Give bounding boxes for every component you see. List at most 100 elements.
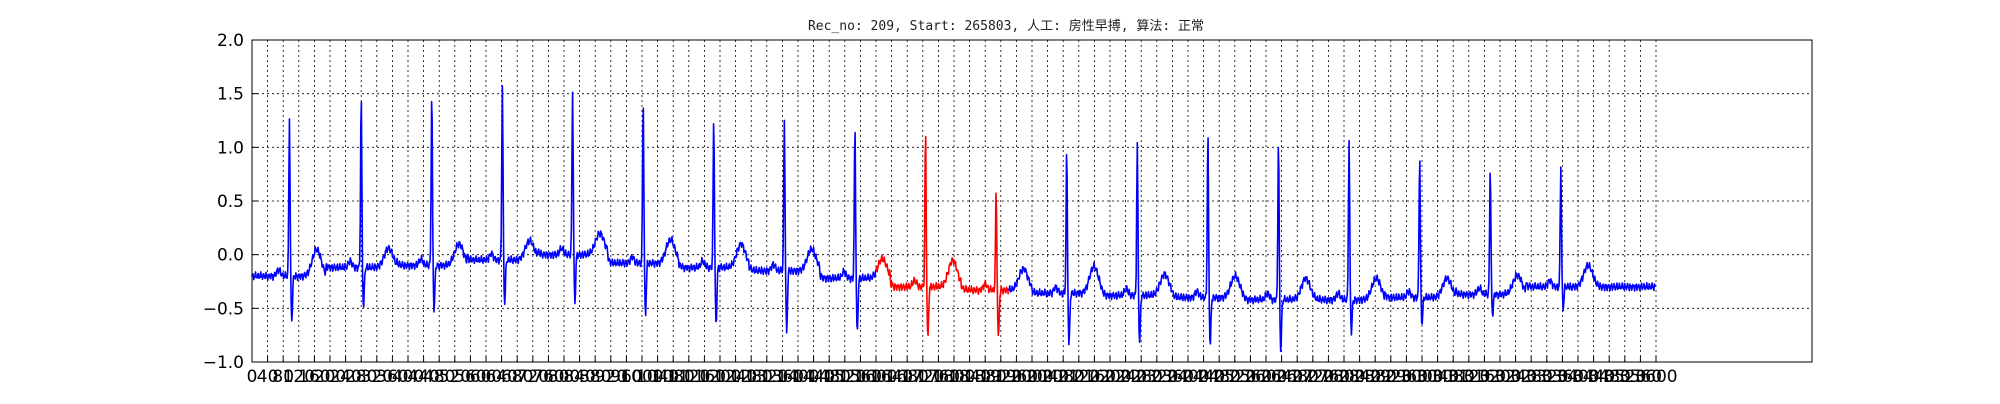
x-tick-label: 1480 <box>808 367 851 387</box>
x-tick-label: 1920 <box>979 367 1022 387</box>
x-tick-label: 3560 <box>1619 367 1662 387</box>
x-tick-label: 3120 <box>1447 367 1490 387</box>
x-tick-label: 920 <box>595 367 627 387</box>
x-tick-label: 2040 <box>1026 367 1069 387</box>
y-tick-label: 1.5 <box>217 85 244 105</box>
x-tick-label: 3440 <box>1572 367 1615 387</box>
x-tick-label: 2960 <box>1385 367 1428 387</box>
x-tick-label: 2600 <box>1244 367 1287 387</box>
x-tick-label: 1600 <box>854 367 897 387</box>
grid-layer <box>251 39 1812 363</box>
x-tick-label: 2360 <box>1151 367 1194 387</box>
ecg-series-2 <box>875 135 1010 337</box>
x-tick-label: 840 <box>563 367 595 387</box>
y-tick-label: 1.0 <box>217 138 244 158</box>
x-tick-label: 1360 <box>761 367 804 387</box>
x-tick-label: 80 <box>272 367 294 387</box>
x-tick-label: 2760 <box>1307 367 1350 387</box>
x-tick-label: 3480 <box>1588 367 1631 387</box>
x-tick-label: 2920 <box>1369 367 1412 387</box>
x-tick-label: 2520 <box>1213 367 1256 387</box>
x-tick-label: 1400 <box>776 367 819 387</box>
x-tick-label: 2640 <box>1260 367 1303 387</box>
x-tick-label: 120 <box>283 367 315 387</box>
x-tick-label: 3080 <box>1432 367 1475 387</box>
series-layer <box>251 85 1657 352</box>
x-tick-label: 3240 <box>1494 367 1537 387</box>
x-tick-label: 2200 <box>1088 367 1131 387</box>
y-tick-label: 0.5 <box>217 192 244 212</box>
x-tick-label: 880 <box>579 367 611 387</box>
x-tick-label: 1840 <box>948 367 991 387</box>
x-tick-label: 1080 <box>652 367 695 387</box>
x-tick-label: 2560 <box>1229 367 1272 387</box>
x-tick-label: 1040 <box>636 367 679 387</box>
x-tick-label: 2120 <box>1057 367 1100 387</box>
x-tick-label: 1160 <box>683 367 726 387</box>
x-tick-label: 2440 <box>1182 367 1225 387</box>
x-tick-label: 440 <box>407 367 439 387</box>
x-tick-label: 2400 <box>1166 367 1209 387</box>
x-tick-label: 2160 <box>1073 367 1116 387</box>
ecg-series-1 <box>251 85 877 334</box>
x-tick-label: 2720 <box>1291 367 1334 387</box>
y-tick-label: 0.0 <box>217 246 244 266</box>
x-tick-label: 1520 <box>823 367 866 387</box>
x-tick-label: 3520 <box>1603 367 1646 387</box>
y-tick-labels: −1.0 −0.5 0.0 0.5 1.0 1.5 2.0 <box>203 31 244 373</box>
x-tick-label: 1760 <box>917 367 960 387</box>
x-tick-label: 760 <box>532 367 564 387</box>
x-tick-label: 2800 <box>1322 367 1365 387</box>
x-tick-label: 1000 <box>620 367 663 387</box>
x-tick-label: 3160 <box>1463 367 1506 387</box>
x-tick-label: 1320 <box>745 367 788 387</box>
x-tick-label: 3600 <box>1634 367 1677 387</box>
x-tick-label: 1640 <box>870 367 913 387</box>
x-tick-label: 960 <box>610 367 642 387</box>
plot-frame <box>251 39 1813 363</box>
y-tick-label: 2.0 <box>217 31 244 51</box>
x-tick-label: 360 <box>376 367 408 387</box>
x-tick-label: 2680 <box>1276 367 1319 387</box>
x-tick-label: 3280 <box>1510 367 1553 387</box>
x-tick-label: 40 <box>257 367 279 387</box>
x-tick-label: 2080 <box>1042 367 1085 387</box>
x-tick-label: 3040 <box>1416 367 1459 387</box>
x-tick-label: 2000 <box>1010 367 1053 387</box>
y-tick-label: −0.5 <box>203 299 244 319</box>
x-tick-label: 3320 <box>1525 367 1568 387</box>
x-tick-label: 2280 <box>1120 367 1163 387</box>
x-tick-label: 560 <box>454 367 486 387</box>
x-tick-label: 320 <box>361 367 393 387</box>
x-tick-label: 1120 <box>667 367 710 387</box>
x-tick-label: 520 <box>439 367 471 387</box>
x-tick-label: 2880 <box>1354 367 1397 387</box>
x-tick-label: 480 <box>423 367 455 387</box>
x-tick-label: 680 <box>501 367 533 387</box>
x-tick-label: 3000 <box>1400 367 1443 387</box>
x-tick-label: 600 <box>470 367 502 387</box>
x-tick-label: 3200 <box>1478 367 1521 387</box>
chart-title: Rec_no: 209, Start: 265803, 人工: 房性早搏, 算法… <box>808 18 1204 34</box>
x-tick-label: 0 <box>247 367 258 387</box>
x-tick-label: 1440 <box>792 367 835 387</box>
y-tick-label: −1.0 <box>203 353 244 373</box>
x-tick-label: 1240 <box>714 367 757 387</box>
x-tick-label: 240 <box>329 367 361 387</box>
x-tick-label: 1280 <box>730 367 773 387</box>
x-tick-label: 1200 <box>698 367 741 387</box>
x-tick-label: 720 <box>517 367 549 387</box>
x-tick-label: 1560 <box>839 367 882 387</box>
x-tick-label: 1680 <box>886 367 929 387</box>
x-tick-labels: 0 408012016020024028032036040044048052056… <box>247 367 1678 387</box>
x-tick-label: 3360 <box>1541 367 1584 387</box>
x-tick-label: 1800 <box>932 367 975 387</box>
x-tick-label: 200 <box>314 367 346 387</box>
ecg-series-3 <box>1008 137 1657 352</box>
x-tick-label: 2240 <box>1104 367 1147 387</box>
x-tick-label: 800 <box>548 367 580 387</box>
x-tick-label: 1880 <box>964 367 1007 387</box>
x-tick-label: 280 <box>345 367 377 387</box>
